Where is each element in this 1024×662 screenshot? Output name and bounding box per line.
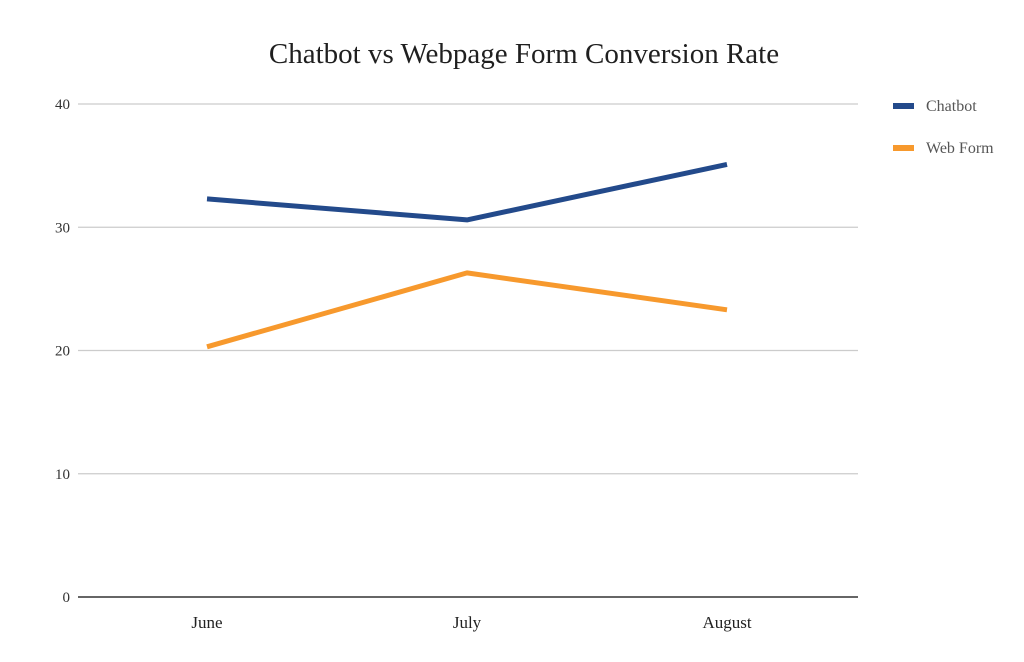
y-tick-label: 20 xyxy=(55,344,70,360)
legend-swatch xyxy=(893,145,914,151)
x-tick-label: July xyxy=(453,613,482,632)
series-lines xyxy=(206,161,728,350)
y-tick-label: 40 xyxy=(55,97,70,113)
series-line-chatbot xyxy=(206,161,728,223)
y-tick-label: 10 xyxy=(55,467,70,483)
legend-label: Web Form xyxy=(926,140,994,157)
legend-swatch xyxy=(893,103,914,109)
y-tick-label: 30 xyxy=(55,220,70,236)
series-line-web-form xyxy=(206,270,728,350)
x-tick-label: August xyxy=(702,613,751,632)
chart-title: Chatbot vs Webpage Form Conversion Rate xyxy=(269,38,779,70)
y-tick-label: 0 xyxy=(63,590,71,606)
legend-label: Chatbot xyxy=(926,98,977,115)
axes: 0 10 20 30 40 June July August xyxy=(55,97,858,632)
gridlines xyxy=(78,103,858,475)
x-tick-label: June xyxy=(191,613,222,632)
legend: Chatbot Web Form xyxy=(893,98,994,157)
